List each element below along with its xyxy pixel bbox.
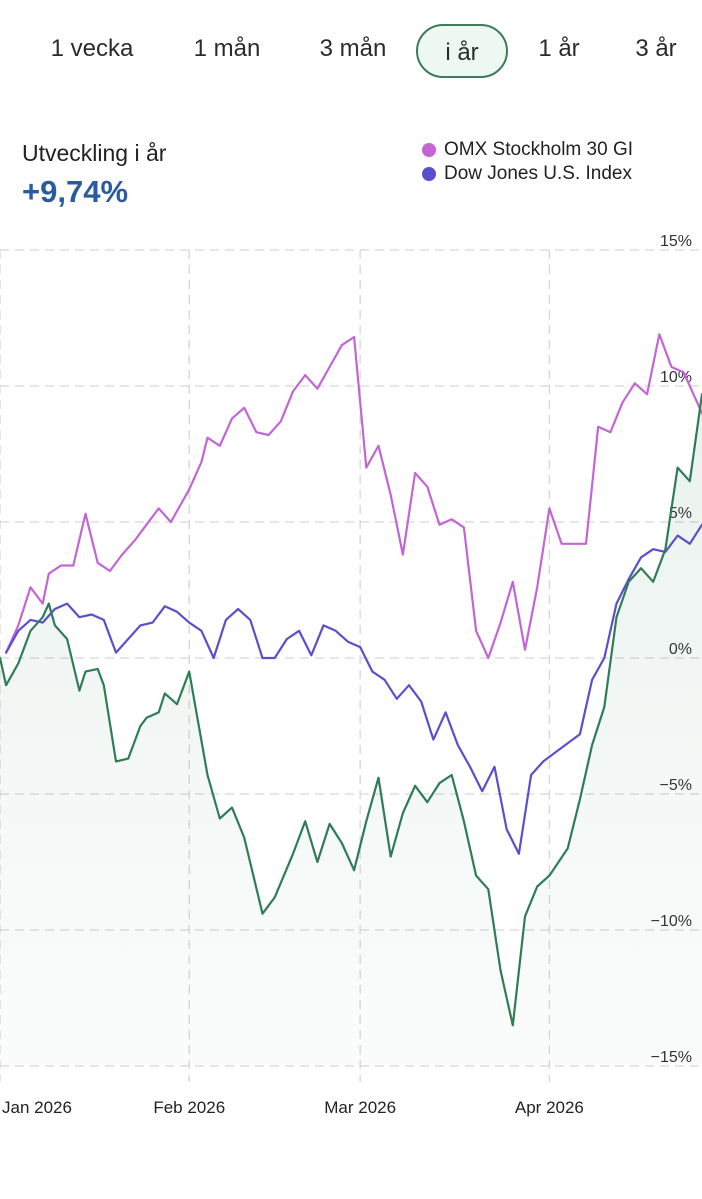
x-tick-label: Jan 2026 [2, 1098, 72, 1117]
tab-1-week[interactable]: 1 vecka [50, 35, 134, 62]
tab-1-month[interactable]: 1 mån [193, 35, 261, 62]
series-line-dow [5, 523, 702, 855]
legend-item-dow[interactable]: Dow Jones U.S. Index [422, 162, 633, 186]
series-line-main [0, 393, 702, 1027]
tab-3-months[interactable]: 3 mån [319, 35, 387, 62]
legend-dot-omx [422, 143, 436, 157]
x-tick-label: Mar 2026 [324, 1098, 396, 1117]
series-line-omx [5, 333, 702, 660]
performance-value: +9,74% [22, 174, 129, 209]
x-tick-label: Feb 2026 [153, 1098, 225, 1117]
series-area-main [0, 394, 702, 1066]
legend-label-omx: OMX Stockholm 30 GI [444, 139, 634, 160]
tab-ytd[interactable]: i år [416, 24, 508, 78]
x-tick-label: Apr 2026 [515, 1098, 584, 1117]
tab-1-year[interactable]: 1 år [538, 35, 580, 62]
period-tabs: 1 vecka 1 mån 3 mån i år 1 år 3 år [0, 22, 702, 80]
y-tick-label: 15% [660, 233, 692, 250]
legend-label-dow: Dow Jones U.S. Index [444, 163, 632, 184]
legend-item-omx[interactable]: OMX Stockholm 30 GI [422, 138, 633, 162]
chart-legend: OMX Stockholm 30 GI Dow Jones U.S. Index [422, 138, 633, 186]
legend-dot-dow [422, 167, 436, 181]
y-tick-label: 10% [660, 369, 692, 386]
tab-3-years[interactable]: 3 år [635, 35, 677, 62]
performance-label: Utveckling i år [22, 140, 167, 166]
